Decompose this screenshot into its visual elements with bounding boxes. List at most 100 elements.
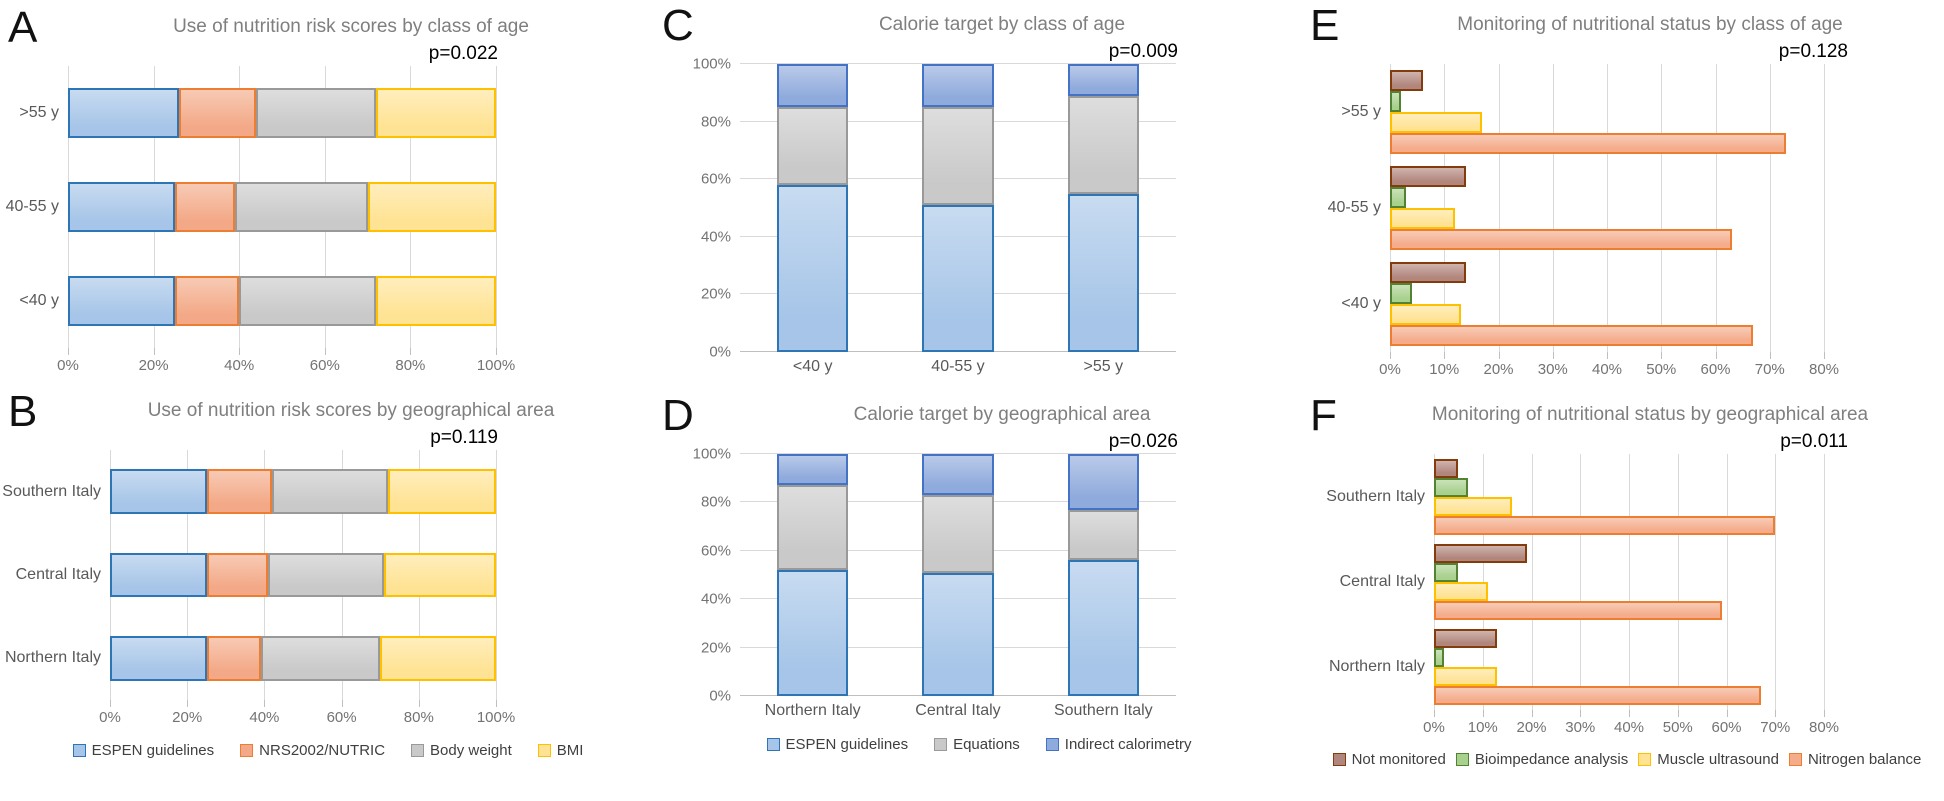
stacked-bar: [110, 635, 496, 681]
p-value: p=0.026: [1108, 431, 1178, 452]
axis-tick-label: 70%: [1760, 719, 1791, 736]
column-slot: [1031, 64, 1176, 352]
bar-row: [110, 533, 496, 616]
stacked-column: [1067, 454, 1139, 696]
bar-segment-nrs2002-nutric: [206, 469, 273, 515]
bar-segment-bmi: [367, 181, 496, 233]
plot-area: 0% 20% 40% 60% 80% 100%: [693, 56, 1176, 361]
stacked-column: [777, 454, 849, 696]
axis-tick-label: 60%: [1711, 719, 1742, 736]
category-label: <40 y: [1341, 295, 1381, 312]
axis-tick: [1715, 352, 1717, 359]
bar-bioimpedance-analysis: [1390, 91, 1401, 112]
gridline: [1661, 64, 1663, 352]
gridline: [1775, 454, 1777, 710]
legend-item: Indirect calorimetry: [1045, 736, 1192, 753]
legend: ESPEN guidelines Equations Indirect calori…: [662, 726, 1296, 762]
legend-label: Bioimpedance analysis: [1474, 750, 1629, 768]
x-axis: 0% 10% 20% 30% 40% 50% 60% 70% 80%: [1423, 710, 1839, 742]
bar-group: [1434, 625, 1824, 710]
legend-swatch-bioimpedance-analysis: [1455, 752, 1469, 766]
category-label: Central Italy: [15, 566, 101, 583]
plot-area: >55 y 40-55 y <40 y: [6, 66, 497, 348]
bar-group: [1434, 539, 1824, 624]
axis-tick-label: 40%: [700, 228, 731, 246]
axis-tick: [110, 700, 111, 707]
axis-tick-label: 70%: [1754, 361, 1785, 378]
column-slots: [740, 64, 1176, 352]
bar-segment-espen-guidelines: [110, 469, 207, 515]
axis-tick-label: 100%: [692, 55, 731, 73]
bar-segment-body-weight: [256, 87, 377, 139]
axis-tick-label: 60%: [1700, 361, 1731, 378]
bar-segment-bmi: [380, 635, 496, 681]
legend-item: Nitrogen balance: [1788, 751, 1921, 768]
category-label: Southern Italy: [1053, 702, 1153, 719]
legend-swatch-indirect-calorimetry: [1045, 737, 1059, 751]
legend-swatch-body-weight: [411, 743, 425, 757]
bar-segment-espen-guidelines: [1067, 560, 1139, 696]
bar-row: [68, 254, 496, 348]
column-slot: [1031, 454, 1176, 696]
chart-b-risk-scores-area: B Use of nutrition risk scores by geogra…: [2, 390, 648, 768]
axis-tick-label: 80%: [395, 357, 426, 374]
bar-muscle-ultrasound: [1390, 304, 1461, 325]
axis-tick: [1677, 710, 1679, 717]
legend-swatch-nrs2002-nutric: [240, 743, 254, 757]
legend-item: BMI: [537, 742, 583, 759]
bar-segment-indirect-calorimetry: [1067, 64, 1139, 96]
axis-tick-label: 20%: [700, 639, 731, 657]
p-value: p=0.119: [430, 427, 498, 448]
chart-header: F Monitoring of nutritional status by ge…: [1310, 394, 1944, 438]
bar-muscle-ultrasound: [1390, 112, 1483, 133]
bar-group: [1390, 256, 1824, 352]
axis-tick: [1434, 710, 1435, 717]
gridline: [740, 453, 1176, 454]
legend-item: Muscle ultrasound: [1638, 751, 1779, 768]
bar-not-monitored: [1390, 70, 1423, 91]
bar-muscle-ultrasound: [1434, 667, 1498, 687]
chart-f-monitoring-area: F Monitoring of nutritional status by ge…: [1310, 394, 1944, 776]
bar-segment-bmi: [384, 552, 496, 598]
axis-tick-label: 100%: [692, 445, 731, 463]
axis-tick: [410, 348, 412, 355]
bar-not-monitored: [1390, 166, 1466, 187]
panel-letter: F: [1310, 391, 1337, 440]
axis-tick-label: 40%: [1613, 719, 1645, 736]
axis-tick: [1824, 710, 1825, 717]
axis-tick-label: 10%: [1467, 719, 1498, 736]
plot-area: >55 y 40-55 y <40 y: [1328, 64, 1825, 352]
bar-group: [1390, 160, 1824, 256]
axis-tick-label: 80%: [1808, 719, 1840, 736]
chart-header: C Calorie target by class of age: [662, 4, 1296, 48]
stacked-bar: [110, 469, 496, 515]
stacked-column: [1067, 64, 1139, 352]
panel-letter: A: [8, 3, 38, 52]
category-label: Southern Italy: [1326, 487, 1425, 505]
bar-segment-espen-guidelines: [1067, 193, 1139, 352]
bar-segment-body-weight: [272, 469, 388, 515]
bar-segment-nrs2002-nutric: [175, 181, 235, 233]
gridline: [1715, 64, 1717, 352]
bar-row: [110, 617, 496, 700]
axis-tick-label: 50%: [1646, 361, 1677, 378]
chart-header: B Use of nutrition risk scores by geogra…: [8, 390, 648, 434]
chart-title: Use of nutrition risk scores by class of…: [173, 16, 529, 37]
chart-c-calorie-age: C Calorie target by class of age p=0.009…: [662, 0, 1296, 382]
gridline: [1498, 64, 1500, 352]
column-slot: [740, 64, 885, 352]
bar-muscle-ultrasound: [1434, 581, 1488, 601]
axis-tick: [1552, 352, 1554, 359]
bar-rows: [1434, 454, 1824, 710]
gridline: [1607, 64, 1608, 352]
bar-segment-indirect-calorimetry: [922, 64, 994, 108]
stacked-column: [922, 454, 994, 696]
axis-tick: [68, 348, 69, 355]
gridline: [1824, 454, 1825, 710]
chart-title: Calorie target by geographical area: [853, 404, 1151, 425]
bar-row: [68, 160, 496, 254]
legend-item: Body weight: [411, 742, 512, 759]
chart-title: Monitoring of nutritional status by geog…: [1431, 404, 1869, 425]
bar-rows: [110, 450, 496, 700]
bar-segment-indirect-calorimetry: [922, 454, 994, 496]
